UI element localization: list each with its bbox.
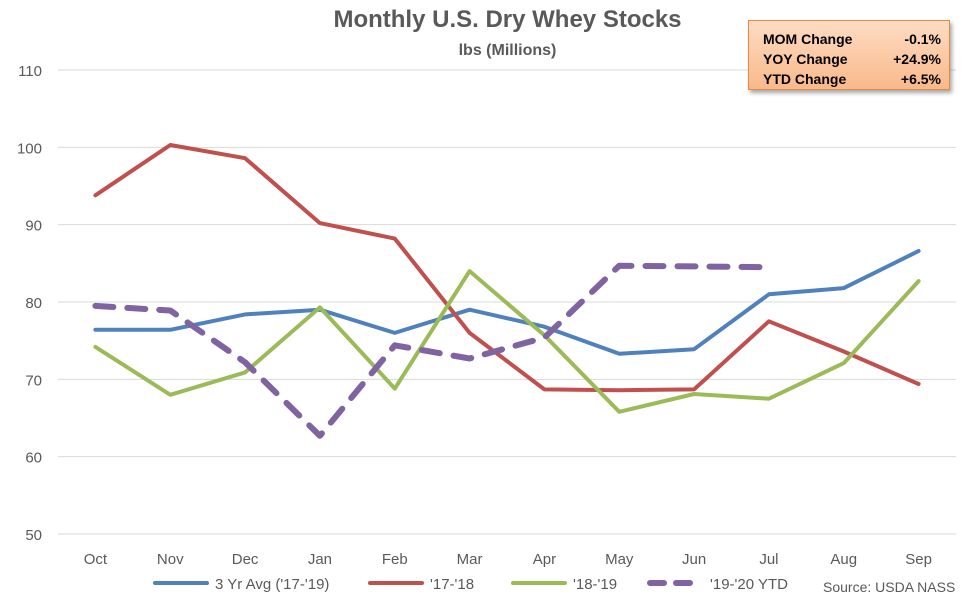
- y-tick-label: 60: [25, 450, 42, 467]
- x-tick-label: Jul: [759, 551, 778, 568]
- stat-ytd: YTD Change +6.5%: [763, 69, 941, 89]
- stat-ytd-value: +6.5%: [900, 71, 941, 87]
- series-line-2: [93, 269, 921, 414]
- x-tick-label: Nov: [157, 551, 184, 568]
- x-tick-label: Jan: [308, 551, 332, 568]
- legend-label-1: '17-'18: [430, 576, 474, 593]
- legend-label-0: 3 Yr Avg ('17-'19): [215, 576, 329, 593]
- chart-title: Monthly U.S. Dry Whey Stocks: [333, 6, 682, 33]
- legend-label-2: '18-'19: [573, 576, 617, 593]
- stats-box: MOM Change -0.1% YOY Change +24.9% YTD C…: [748, 20, 950, 90]
- chart-subtitle: lbs (Millions): [458, 42, 557, 59]
- y-tick-label: 70: [25, 372, 42, 389]
- y-tick-label: 80: [25, 295, 42, 312]
- x-tick-label: Feb: [382, 551, 408, 568]
- y-tick-label: 100: [17, 140, 42, 157]
- stat-ytd-label: YTD Change: [763, 71, 847, 87]
- legend: 3 Yr Avg ('17-'19) '17-'18 '18-'19 '19-'20 …: [153, 576, 788, 593]
- x-tick-label: Oct: [84, 551, 108, 568]
- gridlines: [58, 69, 956, 535]
- x-tick-label: May: [605, 551, 634, 568]
- x-tick-label: Aug: [830, 551, 857, 568]
- stat-yoy: YOY Change +24.9%: [763, 49, 941, 69]
- series-lines: [92, 143, 921, 439]
- series-line-3: [92, 262, 772, 439]
- stat-mom-value: -0.1%: [904, 31, 941, 47]
- y-tick-label: 50: [25, 527, 42, 544]
- y-axis-ticks: 50 60 70 80 90 100 110: [17, 63, 42, 544]
- stat-mom: MOM Change -0.1%: [763, 29, 941, 49]
- x-axis-ticks: Oct Nov Dec Jan Feb Mar Apr May Jun Jul Aug Sep: [84, 551, 932, 568]
- source-note: Source: USDA NASS: [823, 579, 956, 595]
- x-tick-label: Dec: [232, 551, 259, 568]
- stat-yoy-value: +24.9%: [893, 51, 941, 67]
- stat-mom-label: MOM Change: [763, 31, 853, 47]
- y-tick-label: 90: [25, 218, 42, 235]
- series-line-0: [93, 249, 921, 356]
- x-tick-label: Mar: [457, 551, 483, 568]
- x-tick-label: Apr: [533, 551, 556, 568]
- series-line-1: [93, 143, 921, 393]
- legend-label-3: '19-'20 YTD: [710, 576, 788, 593]
- stat-yoy-label: YOY Change: [763, 51, 848, 67]
- x-tick-label: Sep: [905, 551, 932, 568]
- y-tick-label: 110: [18, 63, 42, 80]
- x-tick-label: Jun: [682, 551, 706, 568]
